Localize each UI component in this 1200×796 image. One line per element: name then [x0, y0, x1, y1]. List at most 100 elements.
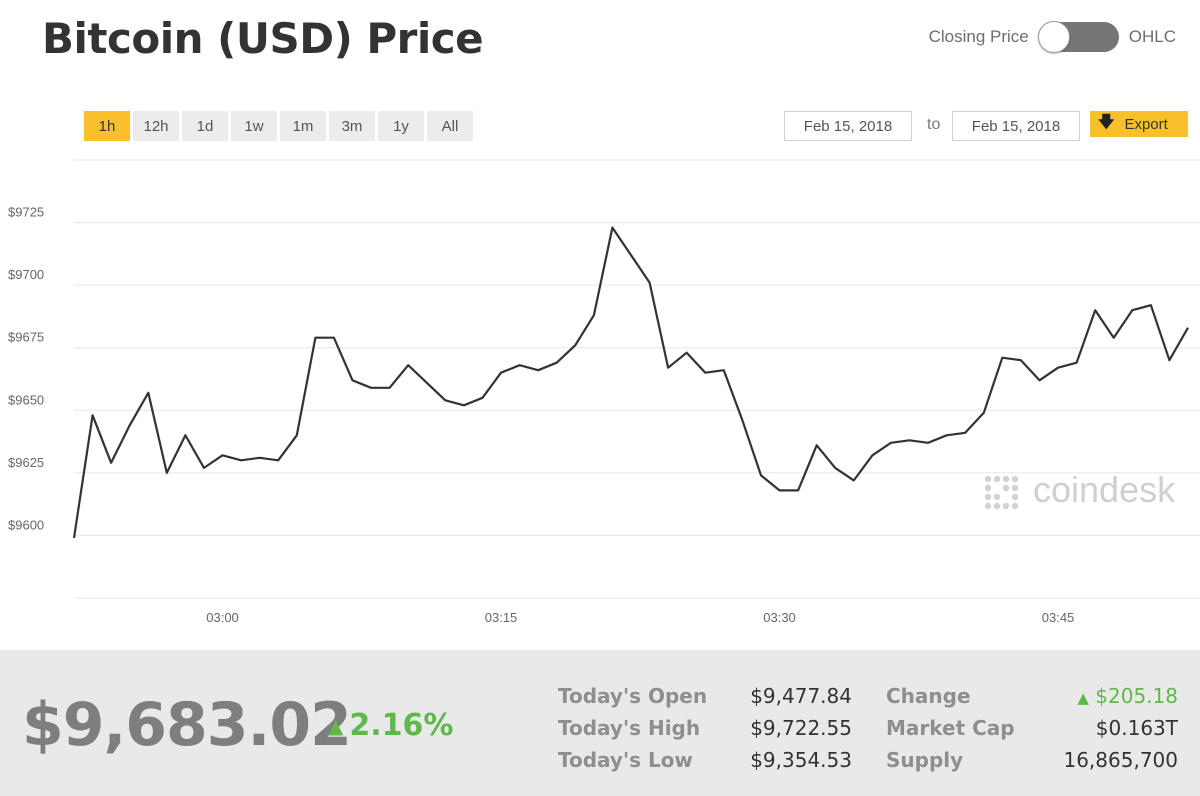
- price-data-point[interactable]: [738, 416, 746, 424]
- range-button-1y[interactable]: 1y: [378, 111, 424, 141]
- todays-open-value: $9,477.84: [750, 684, 852, 708]
- y-tick-label: $9725: [8, 205, 44, 220]
- todays-low-label: Today's Low: [558, 748, 693, 772]
- price-data-point[interactable]: [107, 459, 115, 467]
- percent-change: ▲ 2.16%: [328, 708, 453, 743]
- price-data-point[interactable]: [571, 341, 579, 349]
- price-data-point[interactable]: [553, 359, 561, 367]
- range-button-3m[interactable]: 3m: [329, 111, 375, 141]
- toggle-knob[interactable]: [1037, 21, 1070, 53]
- download-arrow-icon: 🡇: [1098, 113, 1115, 131]
- price-data-point[interactable]: [664, 364, 672, 372]
- price-data-point[interactable]: [404, 361, 412, 369]
- price-mode-toggle-group: Closing Price OHLC: [928, 21, 1176, 53]
- price-data-point[interactable]: [1091, 306, 1099, 314]
- price-data-point[interactable]: [367, 384, 375, 392]
- up-triangle-icon: ▲: [328, 713, 344, 738]
- price-data-point[interactable]: [831, 464, 839, 472]
- todays-high-label: Today's High: [558, 716, 701, 740]
- current-price: $9,683.02: [22, 690, 352, 760]
- date-to-field[interactable]: Feb 15, 2018: [952, 111, 1080, 141]
- price-data-point[interactable]: [89, 411, 97, 419]
- price-data-point[interactable]: [1035, 376, 1043, 384]
- price-data-point[interactable]: [330, 334, 338, 342]
- price-data-point[interactable]: [701, 369, 709, 377]
- ohlc-label: OHLC: [1128, 27, 1176, 46]
- price-data-point[interactable]: [608, 224, 616, 232]
- price-data-point[interactable]: [887, 439, 895, 447]
- date-from-field[interactable]: Feb 15, 2018: [784, 111, 912, 141]
- price-data-point[interactable]: [850, 476, 858, 484]
- price-data-point[interactable]: [1165, 356, 1173, 364]
- price-data-point[interactable]: [293, 431, 301, 439]
- range-button-1m[interactable]: 1m: [280, 111, 326, 141]
- supply-label: Supply: [886, 748, 964, 772]
- price-data-point[interactable]: [1073, 359, 1081, 367]
- closing-price-label: Closing Price: [928, 27, 1029, 46]
- price-data-point[interactable]: [423, 379, 431, 387]
- price-data-point[interactable]: [1110, 334, 1118, 342]
- price-data-point[interactable]: [516, 361, 524, 369]
- price-data-point[interactable]: [256, 454, 264, 462]
- range-button-all[interactable]: All: [427, 111, 473, 141]
- price-data-point[interactable]: [1017, 356, 1025, 364]
- price-data-point[interactable]: [126, 421, 134, 429]
- price-data-point[interactable]: [181, 431, 189, 439]
- export-button[interactable]: 🡇 Export: [1090, 111, 1188, 137]
- price-data-point[interactable]: [998, 354, 1006, 362]
- price-data-point[interactable]: [219, 451, 227, 459]
- price-data-point[interactable]: [534, 366, 542, 374]
- price-data-point[interactable]: [627, 251, 635, 259]
- price-data-point[interactable]: [311, 334, 319, 342]
- y-tick-label: $9675: [8, 330, 44, 345]
- y-tick-label: $9625: [8, 455, 44, 470]
- price-series-line: [72, 226, 1189, 539]
- price-chart[interactable]: $9600 $9625 $9650 $9675 $9700 $9725 03:00 03:1…: [0, 150, 1200, 650]
- price-data-point[interactable]: [924, 439, 932, 447]
- price-data-point[interactable]: [1128, 306, 1136, 314]
- price-data-point[interactable]: [961, 429, 969, 437]
- price-data-point[interactable]: [906, 436, 914, 444]
- price-mode-toggle[interactable]: [1037, 21, 1119, 53]
- price-data-point[interactable]: [776, 486, 784, 494]
- price-data-point[interactable]: [590, 311, 598, 319]
- price-data-point[interactable]: [478, 394, 486, 402]
- page-title: Bitcoin (USD) Price: [42, 14, 484, 63]
- price-data-point[interactable]: [943, 431, 951, 439]
- range-button-1h[interactable]: 1h: [84, 111, 130, 141]
- price-data-point[interactable]: [70, 534, 78, 542]
- price-data-point[interactable]: [980, 409, 988, 417]
- change-label: Change: [886, 684, 971, 708]
- price-data-point[interactable]: [386, 384, 394, 392]
- price-data-point[interactable]: [1184, 324, 1192, 332]
- price-data-point[interactable]: [720, 366, 728, 374]
- range-button-12h[interactable]: 12h: [133, 111, 179, 141]
- y-tick-label: $9600: [8, 517, 44, 532]
- coindesk-watermark: coindesk: [984, 469, 1176, 510]
- price-data-point[interactable]: [646, 279, 654, 287]
- price-data-point[interactable]: [813, 441, 821, 449]
- market-cap-label: Market Cap: [886, 716, 1015, 740]
- date-range-to-label: to: [927, 116, 941, 133]
- range-button-1d[interactable]: 1d: [182, 111, 228, 141]
- price-data-point[interactable]: [1147, 301, 1155, 309]
- price-data-point[interactable]: [349, 376, 357, 384]
- price-data-point[interactable]: [441, 396, 449, 404]
- price-data-point[interactable]: [144, 389, 152, 397]
- price-data-point[interactable]: [683, 349, 691, 357]
- price-data-point[interactable]: [868, 451, 876, 459]
- todays-high-value: $9,722.55: [750, 716, 852, 740]
- price-data-point[interactable]: [497, 369, 505, 377]
- price-data-point[interactable]: [163, 469, 171, 477]
- price-data-point[interactable]: [200, 464, 208, 472]
- price-data-point[interactable]: [237, 456, 245, 464]
- y-tick-label: $9650: [8, 392, 44, 407]
- price-data-point[interactable]: [1054, 364, 1062, 372]
- price-data-point[interactable]: [794, 486, 802, 494]
- price-data-point[interactable]: [757, 471, 765, 479]
- price-data-points: [70, 224, 1192, 542]
- x-tick-label: 03:15: [485, 610, 518, 625]
- price-data-point[interactable]: [460, 401, 468, 409]
- price-data-point[interactable]: [274, 456, 282, 464]
- range-button-1w[interactable]: 1w: [231, 111, 277, 141]
